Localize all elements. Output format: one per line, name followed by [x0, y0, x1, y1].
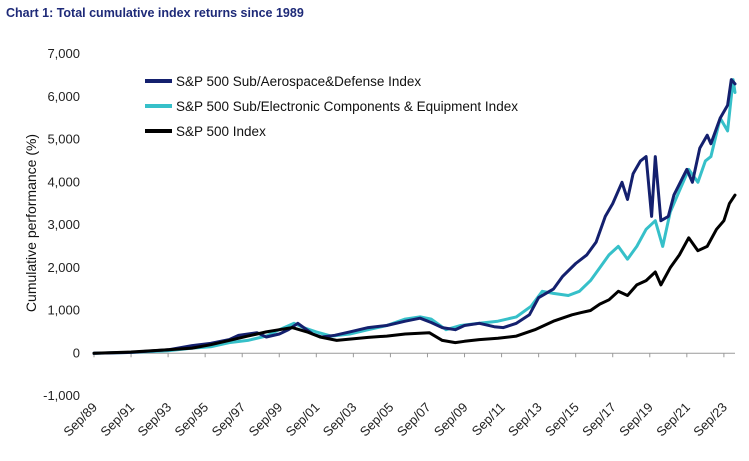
- x-tick-label: Sep/99: [246, 400, 286, 440]
- x-tick-label: Sep/15: [542, 400, 582, 440]
- y-tick-label: -1,000: [43, 388, 80, 403]
- x-tick-label: Sep/23: [690, 400, 730, 440]
- x-tick-label: Sep/19: [616, 400, 656, 440]
- y-tick-label: 2,000: [47, 260, 80, 275]
- series-line-0: [92, 78, 737, 355]
- x-tick-label: Sep/91: [97, 400, 137, 440]
- y-tick-label: 6,000: [47, 89, 80, 104]
- x-tick-label: Sep/21: [653, 400, 693, 440]
- y-axis-label-group: Cumulative performance (%): [23, 134, 39, 312]
- y-tick-label: 3,000: [47, 217, 80, 232]
- x-tick-label: Sep/03: [320, 400, 360, 440]
- y-tick-label: 7,000: [47, 46, 80, 61]
- y-tick-labels: -1,000 0 1,000 2,000 3,000 4,000 5,000 6,000 7,0…: [43, 46, 80, 403]
- x-tick-label: Sep/13: [505, 400, 545, 440]
- x-tick-label: Sep/89: [60, 400, 100, 440]
- x-tick-label: Sep/97: [209, 400, 249, 440]
- x-tick-label: Sep/93: [134, 400, 174, 440]
- x-tick-label: Sep/05: [357, 400, 397, 440]
- legend: S&P 500 Sub/Aerospace&Defense Index S&P 5…: [145, 74, 518, 139]
- x-tick-label: Sep/09: [431, 400, 471, 440]
- chart-title: Chart 1: Total cumulative index returns …: [6, 6, 304, 20]
- x-tick-label: Sep/95: [172, 400, 212, 440]
- x-tick-label: Sep/01: [283, 400, 323, 440]
- series-line-2: [92, 193, 737, 355]
- series-lines: [92, 78, 737, 355]
- legend-label-0: S&P 500 Sub/Aerospace&Defense Index: [176, 74, 421, 89]
- x-tick-label: Sep/11: [469, 400, 508, 439]
- x-tick-label: Sep/17: [579, 400, 619, 440]
- y-axis-label: Cumulative performance (%): [23, 134, 39, 312]
- x-tick-labels: Sep/89Sep/91Sep/93Sep/95Sep/97Sep/99Sep/…: [60, 353, 730, 439]
- y-tick-label: 4,000: [47, 174, 80, 189]
- series-line-1: [92, 78, 737, 355]
- legend-label-1: S&P 500 Sub/Electronic Components & Equi…: [176, 99, 518, 114]
- y-tick-label: 1,000: [47, 303, 80, 318]
- x-tick-label: Sep/07: [394, 400, 434, 440]
- y-tick-label: 0: [73, 345, 80, 360]
- y-tick-label: 5,000: [47, 132, 80, 147]
- legend-label-2: S&P 500 Index: [176, 124, 266, 139]
